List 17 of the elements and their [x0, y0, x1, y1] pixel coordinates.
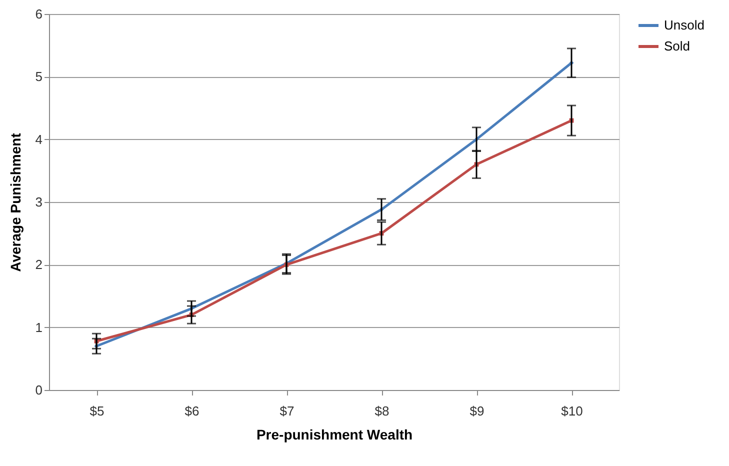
y-tick-label: 4 [35, 132, 42, 147]
legend-label: Unsold [664, 18, 704, 32]
x-tick-label: $8 [374, 404, 390, 418]
y-tick-label: 0 [35, 382, 42, 398]
x-tick-label: $6 [184, 404, 200, 418]
y-tick-label: 5 [35, 69, 42, 84]
y-tick-label: 1 [35, 320, 42, 335]
y-tick-label: 2 [35, 257, 42, 272]
x-tick-label: $9 [470, 404, 484, 418]
x-tick-label: $10 [561, 404, 583, 418]
x-tick-label: $7 [280, 404, 294, 418]
y-tick-label: 6 [35, 6, 42, 22]
legend-label: Sold [664, 38, 690, 54]
y-tick-label: 3 [35, 194, 42, 210]
x-axis-title: Pre-punishment Wealth [256, 426, 413, 442]
x-tick-label: $5 [90, 404, 104, 418]
y-axis-title: Average Punishment [7, 132, 24, 272]
